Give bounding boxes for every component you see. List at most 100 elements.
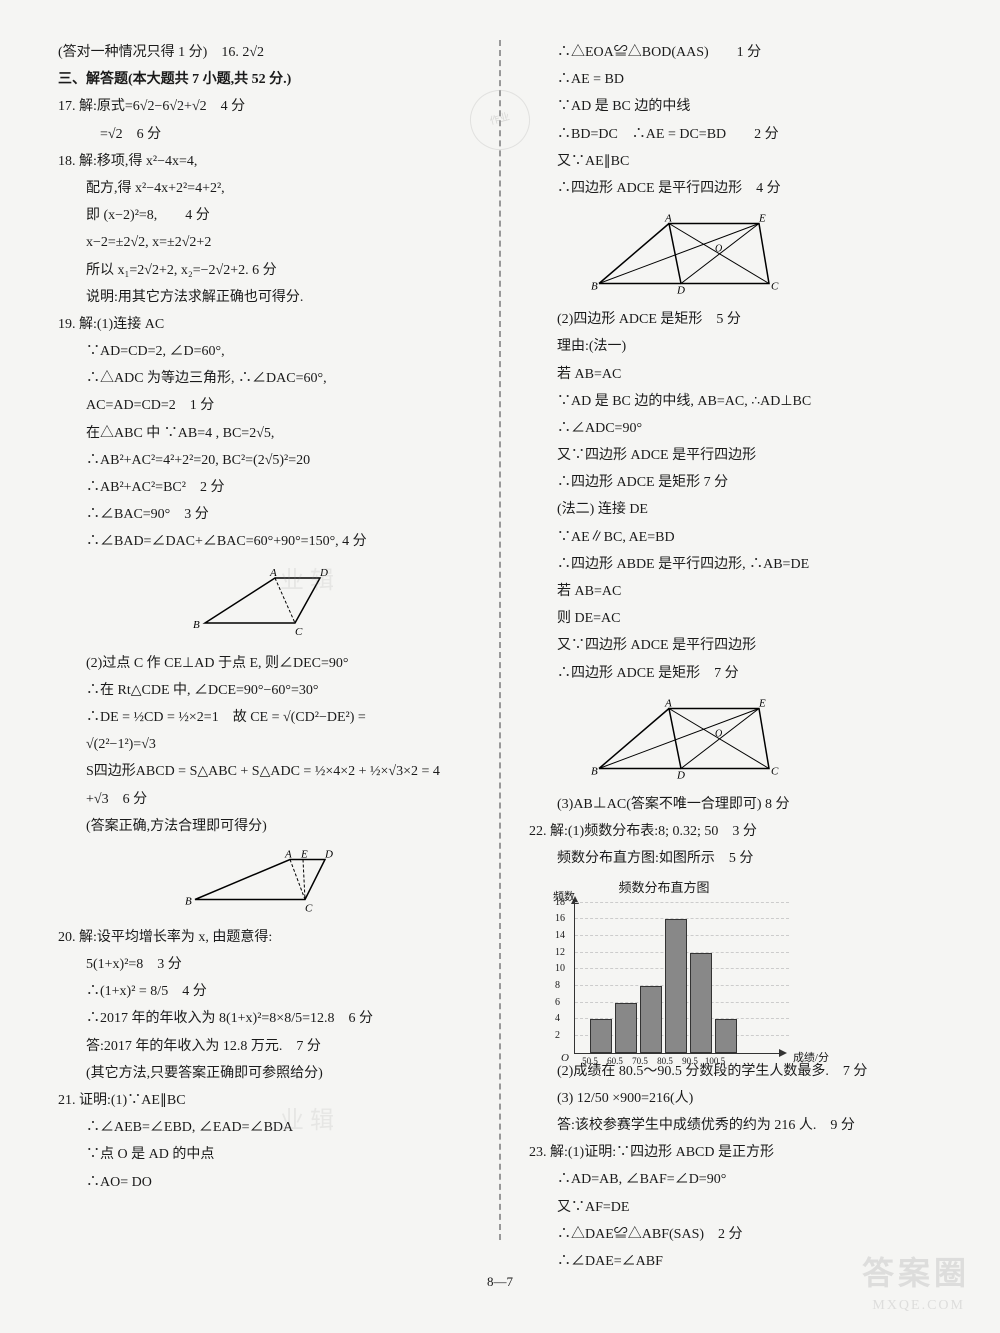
text-line: (2)四边形 ADCE 是矩形 5 分	[529, 307, 942, 332]
svg-text:A: A	[269, 567, 277, 579]
text-line: 所以 x₁=2√2+2, x₂=−2√2+2. 6 分	[58, 258, 471, 283]
svg-text:A: A	[664, 697, 672, 709]
text-line: S四边形ABCD = S△ABC + S△ADC = ½×4×2 + ½×√3×…	[58, 759, 471, 784]
text-line: ∵AD 是 BC 边的中线, AB=AC, ∴AD⊥BC	[529, 389, 942, 414]
svg-text:A: A	[664, 213, 672, 225]
histogram-bar	[640, 986, 662, 1053]
text-line: 17. 解:原式=6√2−6√2+√2 4 分	[58, 94, 471, 119]
y-tick: 16	[555, 910, 565, 928]
column-divider	[499, 40, 501, 1240]
text-line: 即 (x−2)²=8, 4 分	[58, 203, 471, 228]
text-line: ∴AD=AB, ∠BAF=∠D=90°	[529, 1167, 942, 1192]
text-line: ∴∠AEB=∠EBD, ∠EAD=∠BDA	[58, 1115, 471, 1140]
ghost-watermark-2: 业 辑	[280, 1100, 334, 1143]
text-line: 又∵四边形 ADCE 是平行四边形	[529, 443, 942, 468]
text-line: (答对一种情况只得 1 分) 16. 2√2	[58, 40, 471, 65]
text-line: (3) 12/50 ×900=216(人)	[529, 1086, 942, 1111]
histogram-bar	[665, 919, 687, 1052]
x-tick: 60.5	[607, 1053, 623, 1069]
text-line: ∴AB²+AC²=BC² 2 分	[58, 475, 471, 500]
ghost-watermark-1: 业 辑	[280, 560, 334, 603]
svg-text:O: O	[715, 728, 722, 739]
text-line: 21. 证明:(1)∵AE∥BC	[58, 1088, 471, 1113]
text-line: 19. 解:(1)连接 AC	[58, 312, 471, 337]
text-line: 又∵AF=DE	[529, 1195, 942, 1220]
svg-text:D: D	[676, 769, 685, 781]
text-line: ∵点 O 是 AD 的中点	[58, 1142, 471, 1167]
left-column: (答对一种情况只得 1 分) 16. 2√2 三、解答题(本大题共 7 小题,共…	[50, 40, 479, 1240]
y-tick: 6	[555, 994, 560, 1012]
histogram-container: 频数分布直方图 频数 成绩/分 O 2468101214161850.560.5…	[549, 876, 779, 1053]
text-line: 20. 解:设平均增长率为 x, 由题意得:	[58, 925, 471, 950]
gridline	[575, 902, 789, 903]
svg-text:B: B	[185, 895, 192, 907]
x-axis-label: 成绩/分	[793, 1049, 829, 1069]
text-line: √(2²−1²)=√3	[58, 732, 471, 757]
y-tick: 4	[555, 1010, 560, 1028]
svg-text:B: B	[591, 281, 598, 293]
text-line: 则 DE=AC	[529, 606, 942, 631]
right-column: ∴△EOA≌△BOD(AAS) 1 分 ∴AE = BD ∵AD 是 BC 边的…	[521, 40, 950, 1240]
text-line: ∴AO= DO	[58, 1170, 471, 1195]
text-line: ∴(1+x)² = 8/5 4 分	[58, 979, 471, 1004]
x-tick: 100.5	[705, 1053, 725, 1069]
text-line: ∵AE∥BC, AE=BD	[529, 525, 942, 550]
x-tick: 50.5	[582, 1053, 598, 1069]
svg-text:E: E	[758, 697, 766, 709]
figure-triangle-aebcd: A E D B C	[175, 847, 355, 917]
text-line: 理由:(法一)	[529, 334, 942, 359]
y-tick: 2	[555, 1027, 560, 1045]
x-tick: 90.5	[682, 1053, 698, 1069]
text-line: (法二) 连接 DE	[529, 497, 942, 522]
text-line: ∴DE = ½CD = ½×2=1 故 CE = √(CD²−DE²) =	[58, 705, 471, 730]
y-tick: 10	[555, 960, 565, 978]
text-line: ∴四边形 ADCE 是平行四边形 4 分	[529, 176, 942, 201]
svg-text:E: E	[300, 848, 308, 860]
x-tick: 80.5	[657, 1053, 673, 1069]
text-line: ∴2017 年的年收入为 8(1+x)²=8×8/5=12.8 6 分	[58, 1006, 471, 1031]
text-line: ∴四边形 ADCE 是矩形 7 分	[529, 661, 942, 686]
text-line: x−2=±2√2, x=±2√2+2	[58, 230, 471, 255]
histogram-bar	[615, 1003, 637, 1053]
svg-text:A: A	[284, 848, 292, 860]
text-line: ∴∠ADC=90°	[529, 416, 942, 441]
figure-rectangle-adce-1: A E B D C O	[589, 209, 789, 299]
histogram-chart: 频数 成绩/分 O 2468101214161850.560.570.580.5…	[574, 904, 779, 1054]
text-line: 若 AB=AC	[529, 579, 942, 604]
histogram-bar	[715, 1019, 737, 1052]
text-line: ∴四边形 ADCE 是矩形 7 分	[529, 470, 942, 495]
section-header: 三、解答题(本大题共 7 小题,共 52 分.)	[58, 67, 471, 92]
page-number: 8—7	[487, 1270, 513, 1293]
origin-label: O	[561, 1049, 569, 1069]
y-tick: 18	[555, 894, 565, 912]
text-line: 5(1+x)²=8 3 分	[58, 952, 471, 977]
text-line: ∴△DAE≌△ABF(SAS) 2 分	[529, 1222, 942, 1247]
y-tick: 14	[555, 927, 565, 945]
figure-rectangle-adce-2: A E B D C O	[589, 694, 789, 784]
svg-text:C: C	[295, 626, 303, 638]
text-line: 又∵四边形 ADCE 是平行四边形	[529, 633, 942, 658]
text-line: 又∵AE∥BC	[529, 149, 942, 174]
text-line: ∴∠BAC=90° 3 分	[58, 502, 471, 527]
svg-text:D: D	[324, 848, 333, 860]
text-line: ∴AB²+AC²=4²+2²=20, BC²=(2√5)²=20	[58, 448, 471, 473]
text-line: +√3 6 分	[58, 787, 471, 812]
text-line: 若 AB=AC	[529, 362, 942, 387]
text-line: (2)过点 C 作 CE⊥AD 于点 E, 则∠DEC=90°	[58, 651, 471, 676]
text-line: ∴在 Rt△CDE 中, ∠DCE=90°−60°=30°	[58, 678, 471, 703]
x-tick: 70.5	[632, 1053, 648, 1069]
svg-text:B: B	[591, 765, 598, 777]
text-line: (答案正确,方法合理即可得分)	[58, 814, 471, 839]
y-tick: 8	[555, 977, 560, 995]
svg-text:E: E	[758, 213, 766, 225]
text-line: ∴AE = BD	[529, 67, 942, 92]
histogram-bar	[690, 953, 712, 1053]
text-line: ∵AD=CD=2, ∠D=60°,	[58, 339, 471, 364]
svg-text:O: O	[715, 244, 722, 255]
svg-text:B: B	[193, 619, 200, 631]
text-line: 答:该校参赛学生中成绩优秀的约为 216 人. 9 分	[529, 1113, 942, 1138]
text-line: AC=AD=CD=2 1 分	[58, 393, 471, 418]
text-line: 23. 解:(1)证明:∵四边形 ABCD 是正方形	[529, 1140, 942, 1165]
svg-text:C: C	[771, 281, 779, 293]
text-line: ∴△EOA≌△BOD(AAS) 1 分	[529, 40, 942, 65]
